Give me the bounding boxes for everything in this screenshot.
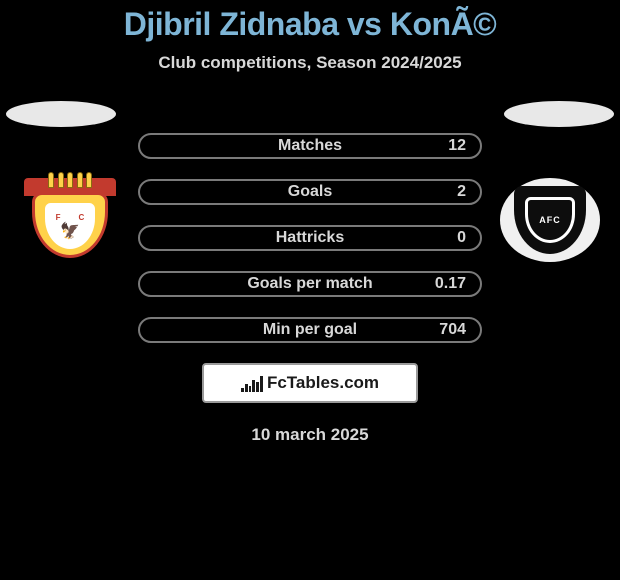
page-subtitle: Club competitions, Season 2024/2025	[0, 53, 620, 73]
date-line: 10 march 2025	[0, 425, 620, 445]
crest-left: F C 🦅	[20, 178, 120, 262]
club-badge-right: AFC	[500, 178, 600, 262]
infographic-root: Djibril Zidnaba vs KonÃ© Club competitio…	[0, 0, 620, 445]
stat-value: 2	[457, 183, 466, 201]
stat-value: 0.17	[435, 275, 466, 293]
crest-left-inner: F C 🦅	[45, 203, 95, 249]
stats-block: Matches 12 Goals 2 Hattricks 0 Goals per match…	[138, 133, 482, 343]
stat-value: 12	[448, 137, 466, 155]
brand-text: FcTables.com	[267, 373, 379, 393]
stat-label: Goals per match	[247, 275, 372, 293]
stat-value: 0	[457, 229, 466, 247]
stat-label: Hattricks	[276, 229, 344, 247]
stat-row: Goals per match 0.17	[138, 271, 482, 297]
crest-left-shield: F C 🦅	[32, 192, 108, 258]
country-right-placeholder	[504, 101, 614, 127]
crest-right-inner: AFC	[525, 197, 575, 243]
crest-right: AFC	[500, 178, 600, 262]
stat-row: Goals 2	[138, 179, 482, 205]
page-title: Djibril Zidnaba vs KonÃ©	[0, 6, 620, 43]
club-badge-left: F C 🦅	[20, 178, 120, 262]
stat-row: Hattricks 0	[138, 225, 482, 251]
crest-right-letters: AFC	[539, 215, 561, 225]
eagle-icon: 🦅	[60, 224, 80, 240]
brand-box[interactable]: FcTables.com	[202, 363, 418, 403]
stat-label: Matches	[278, 137, 342, 155]
brand-bars-icon	[241, 374, 263, 392]
stat-label: Min per goal	[263, 321, 357, 339]
crest-left-crown	[48, 172, 92, 188]
crest-left-letter-f: F	[56, 213, 61, 222]
stat-value: 704	[439, 321, 466, 339]
stat-row: Matches 12	[138, 133, 482, 159]
country-left-placeholder	[6, 101, 116, 127]
crest-left-letters: F C	[56, 213, 85, 222]
crest-left-letter-c: C	[79, 213, 85, 222]
stat-row: Min per goal 704	[138, 317, 482, 343]
country-row	[0, 101, 620, 127]
stat-label: Goals	[288, 183, 332, 201]
